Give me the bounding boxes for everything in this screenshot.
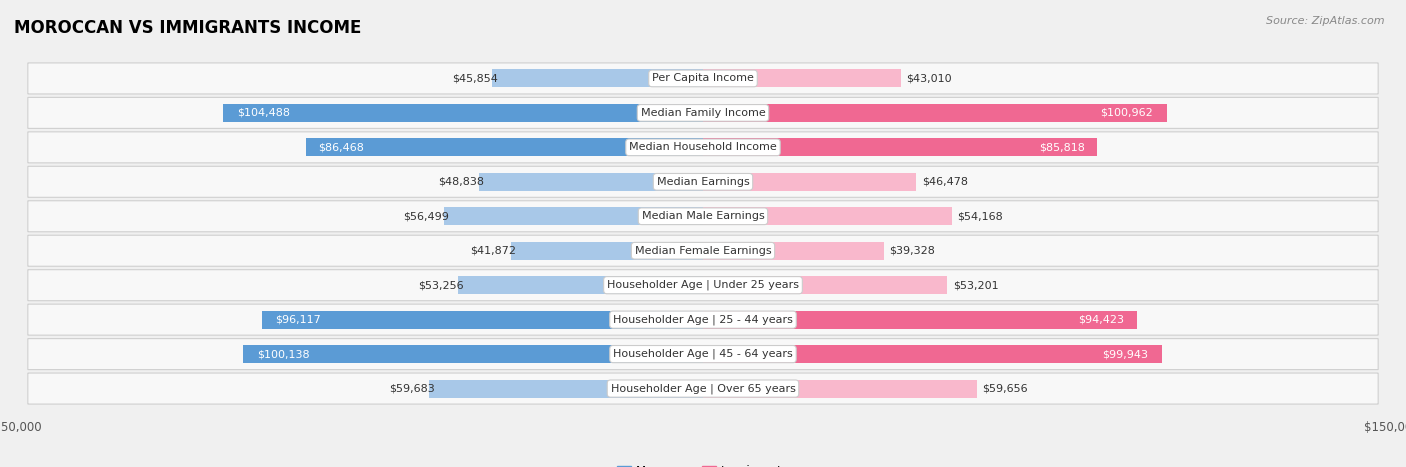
FancyBboxPatch shape [28,235,1378,266]
Bar [510,242,703,260]
FancyBboxPatch shape [28,339,1378,369]
Text: $96,117: $96,117 [274,315,321,325]
Text: MOROCCAN VS IMMIGRANTS INCOME: MOROCCAN VS IMMIGRANTS INCOME [14,19,361,37]
FancyBboxPatch shape [28,373,1378,404]
Text: Householder Age | Under 25 years: Householder Age | Under 25 years [607,280,799,290]
Text: $59,656: $59,656 [983,383,1028,394]
Text: $94,423: $94,423 [1077,315,1123,325]
Bar [307,138,703,156]
Text: $54,168: $54,168 [957,211,1002,221]
Text: $43,010: $43,010 [905,73,952,84]
Bar [443,207,703,225]
Text: Median Household Income: Median Household Income [628,142,778,152]
Bar [703,345,1161,363]
Bar [703,207,952,225]
Text: Householder Age | Over 65 years: Householder Age | Over 65 years [610,383,796,394]
Text: $46,478: $46,478 [922,177,967,187]
Bar [703,104,1167,122]
Bar [262,311,703,329]
Text: $53,256: $53,256 [419,280,464,290]
Text: Median Male Earnings: Median Male Earnings [641,211,765,221]
Text: Median Family Income: Median Family Income [641,108,765,118]
Bar [703,70,900,87]
Text: $56,499: $56,499 [404,211,449,221]
Text: Householder Age | 45 - 64 years: Householder Age | 45 - 64 years [613,349,793,359]
Text: $41,872: $41,872 [470,246,516,256]
Bar [703,311,1136,329]
Text: Source: ZipAtlas.com: Source: ZipAtlas.com [1267,16,1385,26]
Bar [478,173,703,191]
Text: Per Capita Income: Per Capita Income [652,73,754,84]
Bar [703,173,917,191]
FancyBboxPatch shape [28,63,1378,94]
Text: Median Earnings: Median Earnings [657,177,749,187]
Text: Median Female Earnings: Median Female Earnings [634,246,772,256]
Text: $100,138: $100,138 [257,349,309,359]
Text: $39,328: $39,328 [889,246,935,256]
Bar [243,345,703,363]
Text: $104,488: $104,488 [238,108,291,118]
FancyBboxPatch shape [28,98,1378,128]
FancyBboxPatch shape [28,132,1378,163]
FancyBboxPatch shape [28,166,1378,198]
Bar [458,276,703,294]
Text: $59,683: $59,683 [388,383,434,394]
Bar [703,242,883,260]
Bar [224,104,703,122]
Bar [429,380,703,397]
FancyBboxPatch shape [28,304,1378,335]
Text: $45,854: $45,854 [453,73,498,84]
Text: $100,962: $100,962 [1099,108,1153,118]
Bar [703,138,1097,156]
Text: $86,468: $86,468 [318,142,364,152]
FancyBboxPatch shape [28,201,1378,232]
Text: $48,838: $48,838 [439,177,484,187]
Bar [492,70,703,87]
Text: Householder Age | 25 - 44 years: Householder Age | 25 - 44 years [613,314,793,325]
Text: $85,818: $85,818 [1039,142,1085,152]
Text: $53,201: $53,201 [953,280,998,290]
Bar [703,276,948,294]
Text: $99,943: $99,943 [1102,349,1149,359]
FancyBboxPatch shape [28,269,1378,301]
Bar [703,380,977,397]
Legend: Moroccan, Immigrants: Moroccan, Immigrants [613,460,793,467]
